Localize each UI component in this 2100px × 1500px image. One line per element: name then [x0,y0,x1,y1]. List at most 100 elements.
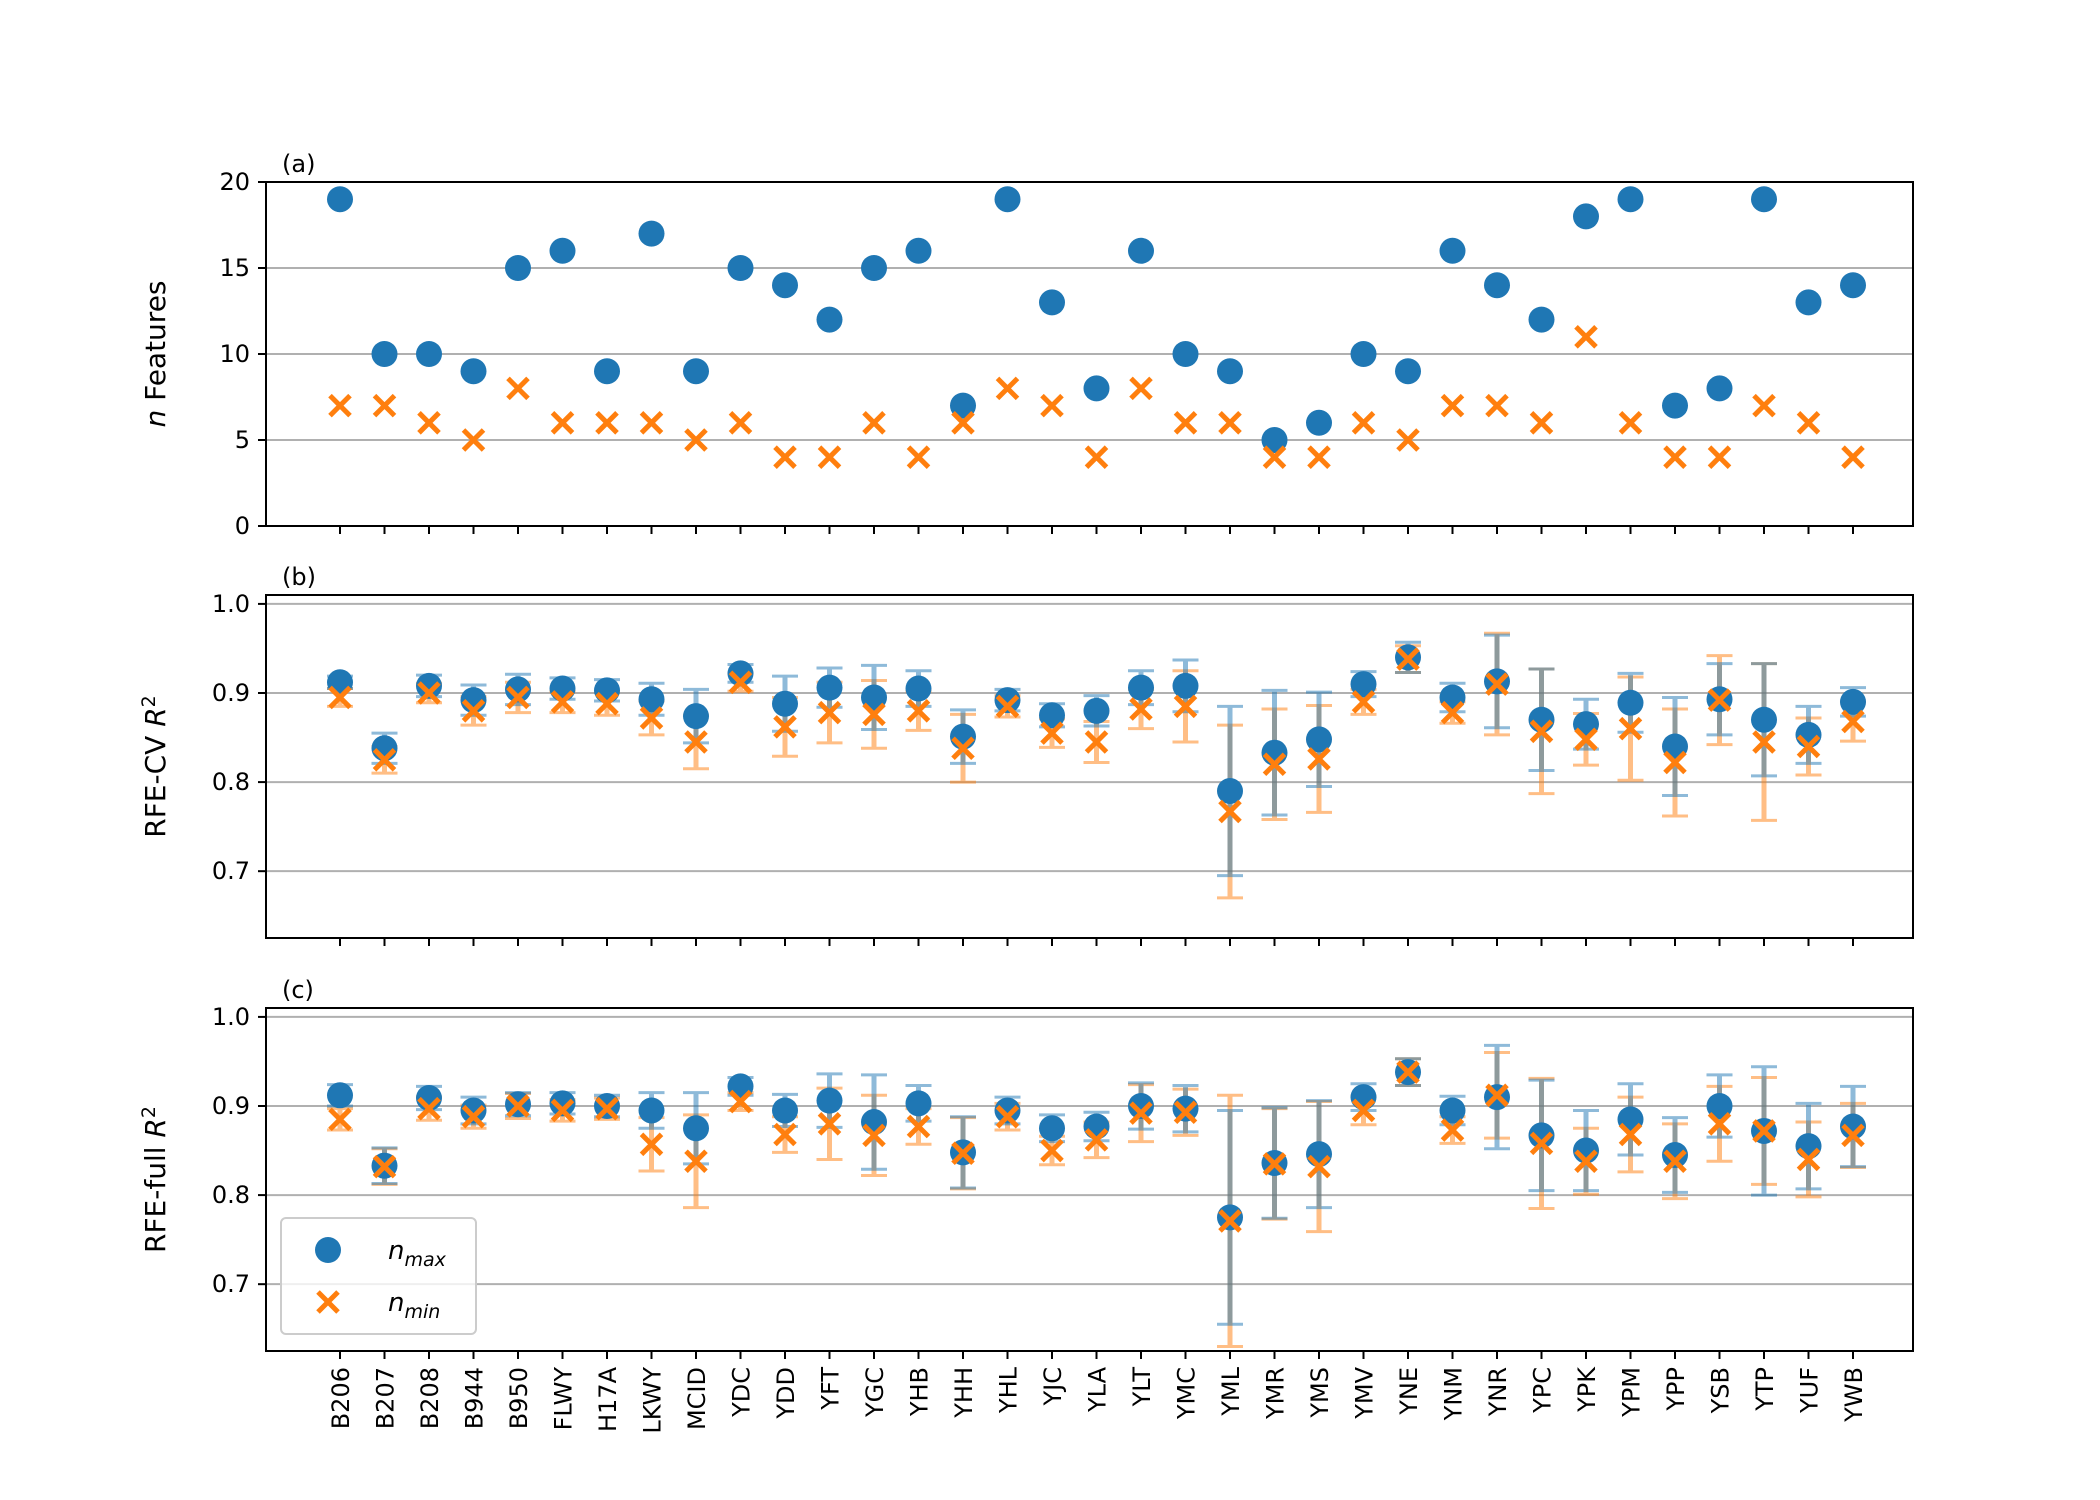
nmin-point-stroke [951,736,975,761]
nmin-point-stroke [506,685,530,710]
x-tick-label: YML [1217,1366,1245,1416]
nmax-point [549,1090,576,1117]
x-tick-label: MCID [683,1367,711,1430]
nmin-point-stroke [1841,1123,1865,1148]
nmin-point [906,1114,931,1139]
nmax-point [1840,1113,1866,1140]
nmin-point-stroke [1485,393,1509,418]
y-tick-label: 15 [219,254,250,282]
nmax-point [1039,1115,1065,1142]
y-axis-label: n Features [139,280,172,427]
nmin-point-stroke [1440,1118,1465,1142]
nmin-point-stroke [1707,1112,1732,1136]
nmin-point [1663,750,1687,775]
x-tick-label: YFT [817,1367,845,1411]
nmin-point-stroke [1574,325,1598,349]
nmin-point [417,1096,441,1121]
nmin-point-stroke [817,1112,842,1136]
nmin-point [1173,1100,1198,1125]
x-tick-label: YMS [1306,1367,1334,1419]
nmax-point [1528,1122,1555,1149]
nmin-point-stroke [728,670,753,695]
nmin-point-stroke [1084,445,1109,469]
nmax-point [1306,409,1332,436]
nmax-point [505,255,531,281]
nmin-point-stroke [1351,1098,1376,1123]
nmin-point [1084,445,1109,469]
nmin-point [1262,752,1287,777]
nmin-point [951,1141,975,1165]
nmin-point [1129,376,1153,401]
nmax-point [1706,375,1733,402]
legend-box [280,1217,477,1335]
nmin-point [328,685,352,710]
nmin-point [995,694,1020,719]
nmin-point-stroke [1084,1128,1109,1152]
nmin-point-stroke [1173,411,1198,435]
nmin-point-stroke [1173,1100,1198,1125]
x-tick-label: YPK [1573,1366,1601,1413]
nmin-point-stroke [1129,697,1153,721]
nmin-point-stroke [1663,445,1687,469]
nmin-point-stroke [773,1122,797,1147]
nmax-point [1217,778,1243,804]
nmin-point [817,1112,842,1136]
nmin-point [773,715,797,739]
nmin-point-stroke [328,393,352,418]
x-tick-label: YPC [1529,1367,1557,1414]
x-tick-label: YMC [1173,1367,1201,1420]
nmax-point [638,220,665,247]
nmin-point [1574,1149,1598,1174]
nmin-point-stroke [1351,690,1376,714]
nmin-point-stroke [728,411,753,435]
nmax-point [1261,427,1288,453]
nmin-point-stroke [1218,1209,1242,1233]
nmin-point [1351,411,1376,435]
nmin-point [550,411,575,435]
nmin-point-stroke [1396,428,1420,452]
legend-nmin-label: nmin [388,1288,440,1323]
nmin-point [1084,730,1109,754]
nmax-point [905,675,932,702]
y-tick-label: 20 [219,168,250,196]
x-tick-label: YUF [1796,1367,1824,1414]
nmin-point [506,685,530,710]
nmin-point-stroke [461,699,486,723]
nmax-point [1795,1133,1822,1160]
nmin-point [1396,1060,1420,1084]
nmin-point [639,706,664,730]
y-tick-label: 1.0 [212,1003,250,1031]
nmin-point-stroke [1129,376,1153,401]
nmax-point [549,675,576,702]
nmin-point-stroke [417,1096,441,1121]
legend-entry-nmin: nmin [316,1288,440,1323]
nmax-point [1617,689,1644,716]
nmin-point [461,428,486,452]
nmax-point [1039,289,1065,316]
y-tick-label: 0.7 [212,1270,250,1298]
nmin-point [728,1089,753,1114]
nmin-point [1529,1131,1554,1156]
panel-label: (c) [282,976,314,1004]
nmax-point [683,703,709,730]
nmin-point [1040,393,1064,418]
x-tick-label: YPM [1618,1367,1646,1418]
x-tick-label: YJC [1039,1367,1067,1407]
nmax-point [1573,203,1599,230]
nmin-point-stroke [639,706,664,730]
nmin-point [817,445,842,469]
nmax-point [727,660,754,687]
nmin-point-stroke [817,700,842,725]
y-axis-label-part: Features [139,280,172,409]
x-tick-label: B950 [505,1367,533,1429]
nmin-point [951,411,975,435]
nmin-point-stroke [461,1104,486,1129]
x-tick-label: YMR [1262,1367,1290,1420]
nmin-point-stroke [995,694,1020,719]
nmax-point [1083,697,1110,724]
nmin-point-stroke [773,445,797,469]
nmin-point [1796,1147,1821,1172]
nmax-point [1083,1113,1110,1140]
nmin-point-stroke [1218,799,1242,824]
